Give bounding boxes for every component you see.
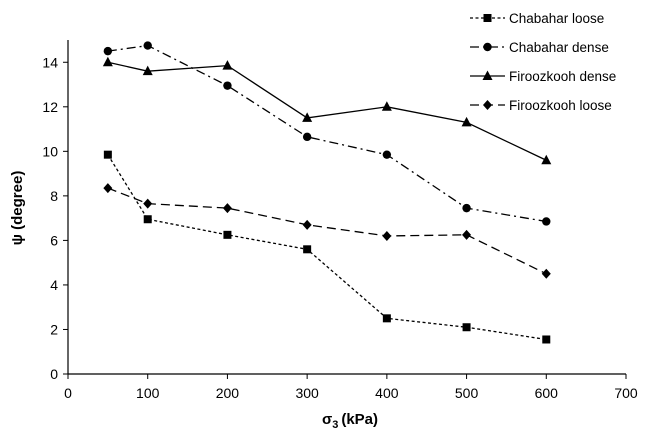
x-tick-label: 700 — [614, 385, 638, 401]
data-point-firoozkooh-dense — [222, 60, 233, 70]
y-tick-label: 2 — [50, 321, 58, 337]
legend-marker — [483, 14, 492, 22]
x-axis-title-subscript: 3 — [332, 419, 338, 431]
data-point-chabahar-loose — [382, 314, 391, 323]
x-tick-label: 400 — [375, 385, 399, 401]
x-tick-label: 600 — [535, 385, 559, 401]
data-point-chabahar-dense — [103, 46, 113, 56]
legend: Chabahar loose Chabahar dense Firoozkooh d… — [470, 11, 616, 113]
x-axis-ticks: 0 100 200 300 400 500 600 700 — [64, 374, 638, 401]
legend-label: Chabahar dense — [509, 40, 609, 55]
data-point-firoozkooh-loose — [222, 203, 232, 214]
legend-label: Chabahar loose — [509, 11, 604, 26]
data-point-chabahar-dense — [143, 41, 152, 50]
legend-item-firoozkooh-loose: Firoozkooh loose — [470, 98, 612, 113]
series-line-firoozkooh-loose — [107, 187, 547, 275]
y-tick-label: 0 — [50, 366, 58, 382]
data-point-chabahar-loose — [143, 215, 152, 224]
series-firoozkooh-loose — [103, 183, 551, 279]
data-point-chabahar-dense — [382, 150, 392, 159]
x-axis-title: σ3 (kPa) — [322, 411, 378, 431]
x-tick-label: 500 — [455, 385, 479, 401]
y-axis-ticks: 0 2 4 6 8 10 12 14 — [42, 54, 68, 382]
x-axis-title-unit: (kPa) — [341, 411, 378, 428]
legend-item-chabahar-dense: Chabahar dense — [470, 40, 609, 55]
axes — [67, 40, 626, 375]
y-tick-label: 6 — [50, 232, 58, 248]
series-firoozkooh-dense — [102, 56, 552, 165]
x-tick-label: 200 — [216, 385, 240, 401]
data-point-firoozkooh-dense — [102, 56, 113, 67]
data-point-chabahar-dense — [223, 81, 232, 90]
data-point-firoozkooh-dense — [461, 116, 472, 127]
data-point-chabahar-loose — [223, 230, 232, 239]
data-point-firoozkooh-dense — [142, 65, 153, 76]
y-tick-label: 14 — [42, 54, 58, 70]
x-tick-label: 0 — [64, 385, 72, 401]
legend-marker — [482, 70, 493, 80]
legend-item-firoozkooh-dense: Firoozkooh dense — [470, 69, 616, 84]
x-axis-title-symbol: σ — [322, 411, 332, 428]
data-point-chabahar-loose — [462, 323, 471, 332]
data-point-firoozkooh-dense — [302, 112, 313, 122]
y-axis-title: ψ (degree) — [9, 171, 26, 246]
data-point-chabahar-loose — [303, 245, 312, 254]
legend-label: Firoozkooh dense — [509, 69, 616, 84]
data-point-chabahar-dense — [462, 203, 471, 213]
data-point-firoozkooh-loose — [143, 198, 153, 209]
series-line-chabahar-dense — [107, 44, 547, 223]
series-chabahar-dense — [103, 41, 551, 226]
legend-marker — [483, 42, 492, 52]
data-point-firoozkooh-dense — [381, 101, 392, 111]
series-line-firoozkooh-dense — [107, 61, 547, 161]
y-tick-label: 8 — [50, 188, 58, 204]
data-point-chabahar-dense — [302, 132, 312, 142]
y-tick-label: 4 — [50, 277, 58, 293]
x-tick-label: 300 — [295, 385, 319, 401]
data-point-firoozkooh-loose — [302, 219, 312, 230]
data-point-firoozkooh-dense — [541, 154, 552, 165]
data-point-firoozkooh-loose — [462, 229, 472, 240]
legend-item-chabahar-loose: Chabahar loose — [470, 11, 604, 26]
series-layer — [102, 41, 552, 344]
x-tick-label: 100 — [136, 385, 160, 401]
legend-marker — [483, 100, 492, 110]
series-line-chabahar-loose — [107, 154, 547, 341]
y-tick-label: 12 — [42, 99, 58, 115]
series-chabahar-loose — [103, 150, 551, 344]
data-point-chabahar-loose — [542, 335, 551, 344]
y-tick-label: 10 — [42, 143, 58, 159]
data-point-chabahar-loose — [103, 150, 112, 159]
data-point-firoozkooh-loose — [382, 230, 392, 241]
data-point-chabahar-dense — [542, 217, 551, 226]
data-point-firoozkooh-loose — [103, 183, 113, 194]
data-point-firoozkooh-loose — [541, 268, 551, 279]
legend-label: Firoozkooh loose — [509, 98, 612, 113]
